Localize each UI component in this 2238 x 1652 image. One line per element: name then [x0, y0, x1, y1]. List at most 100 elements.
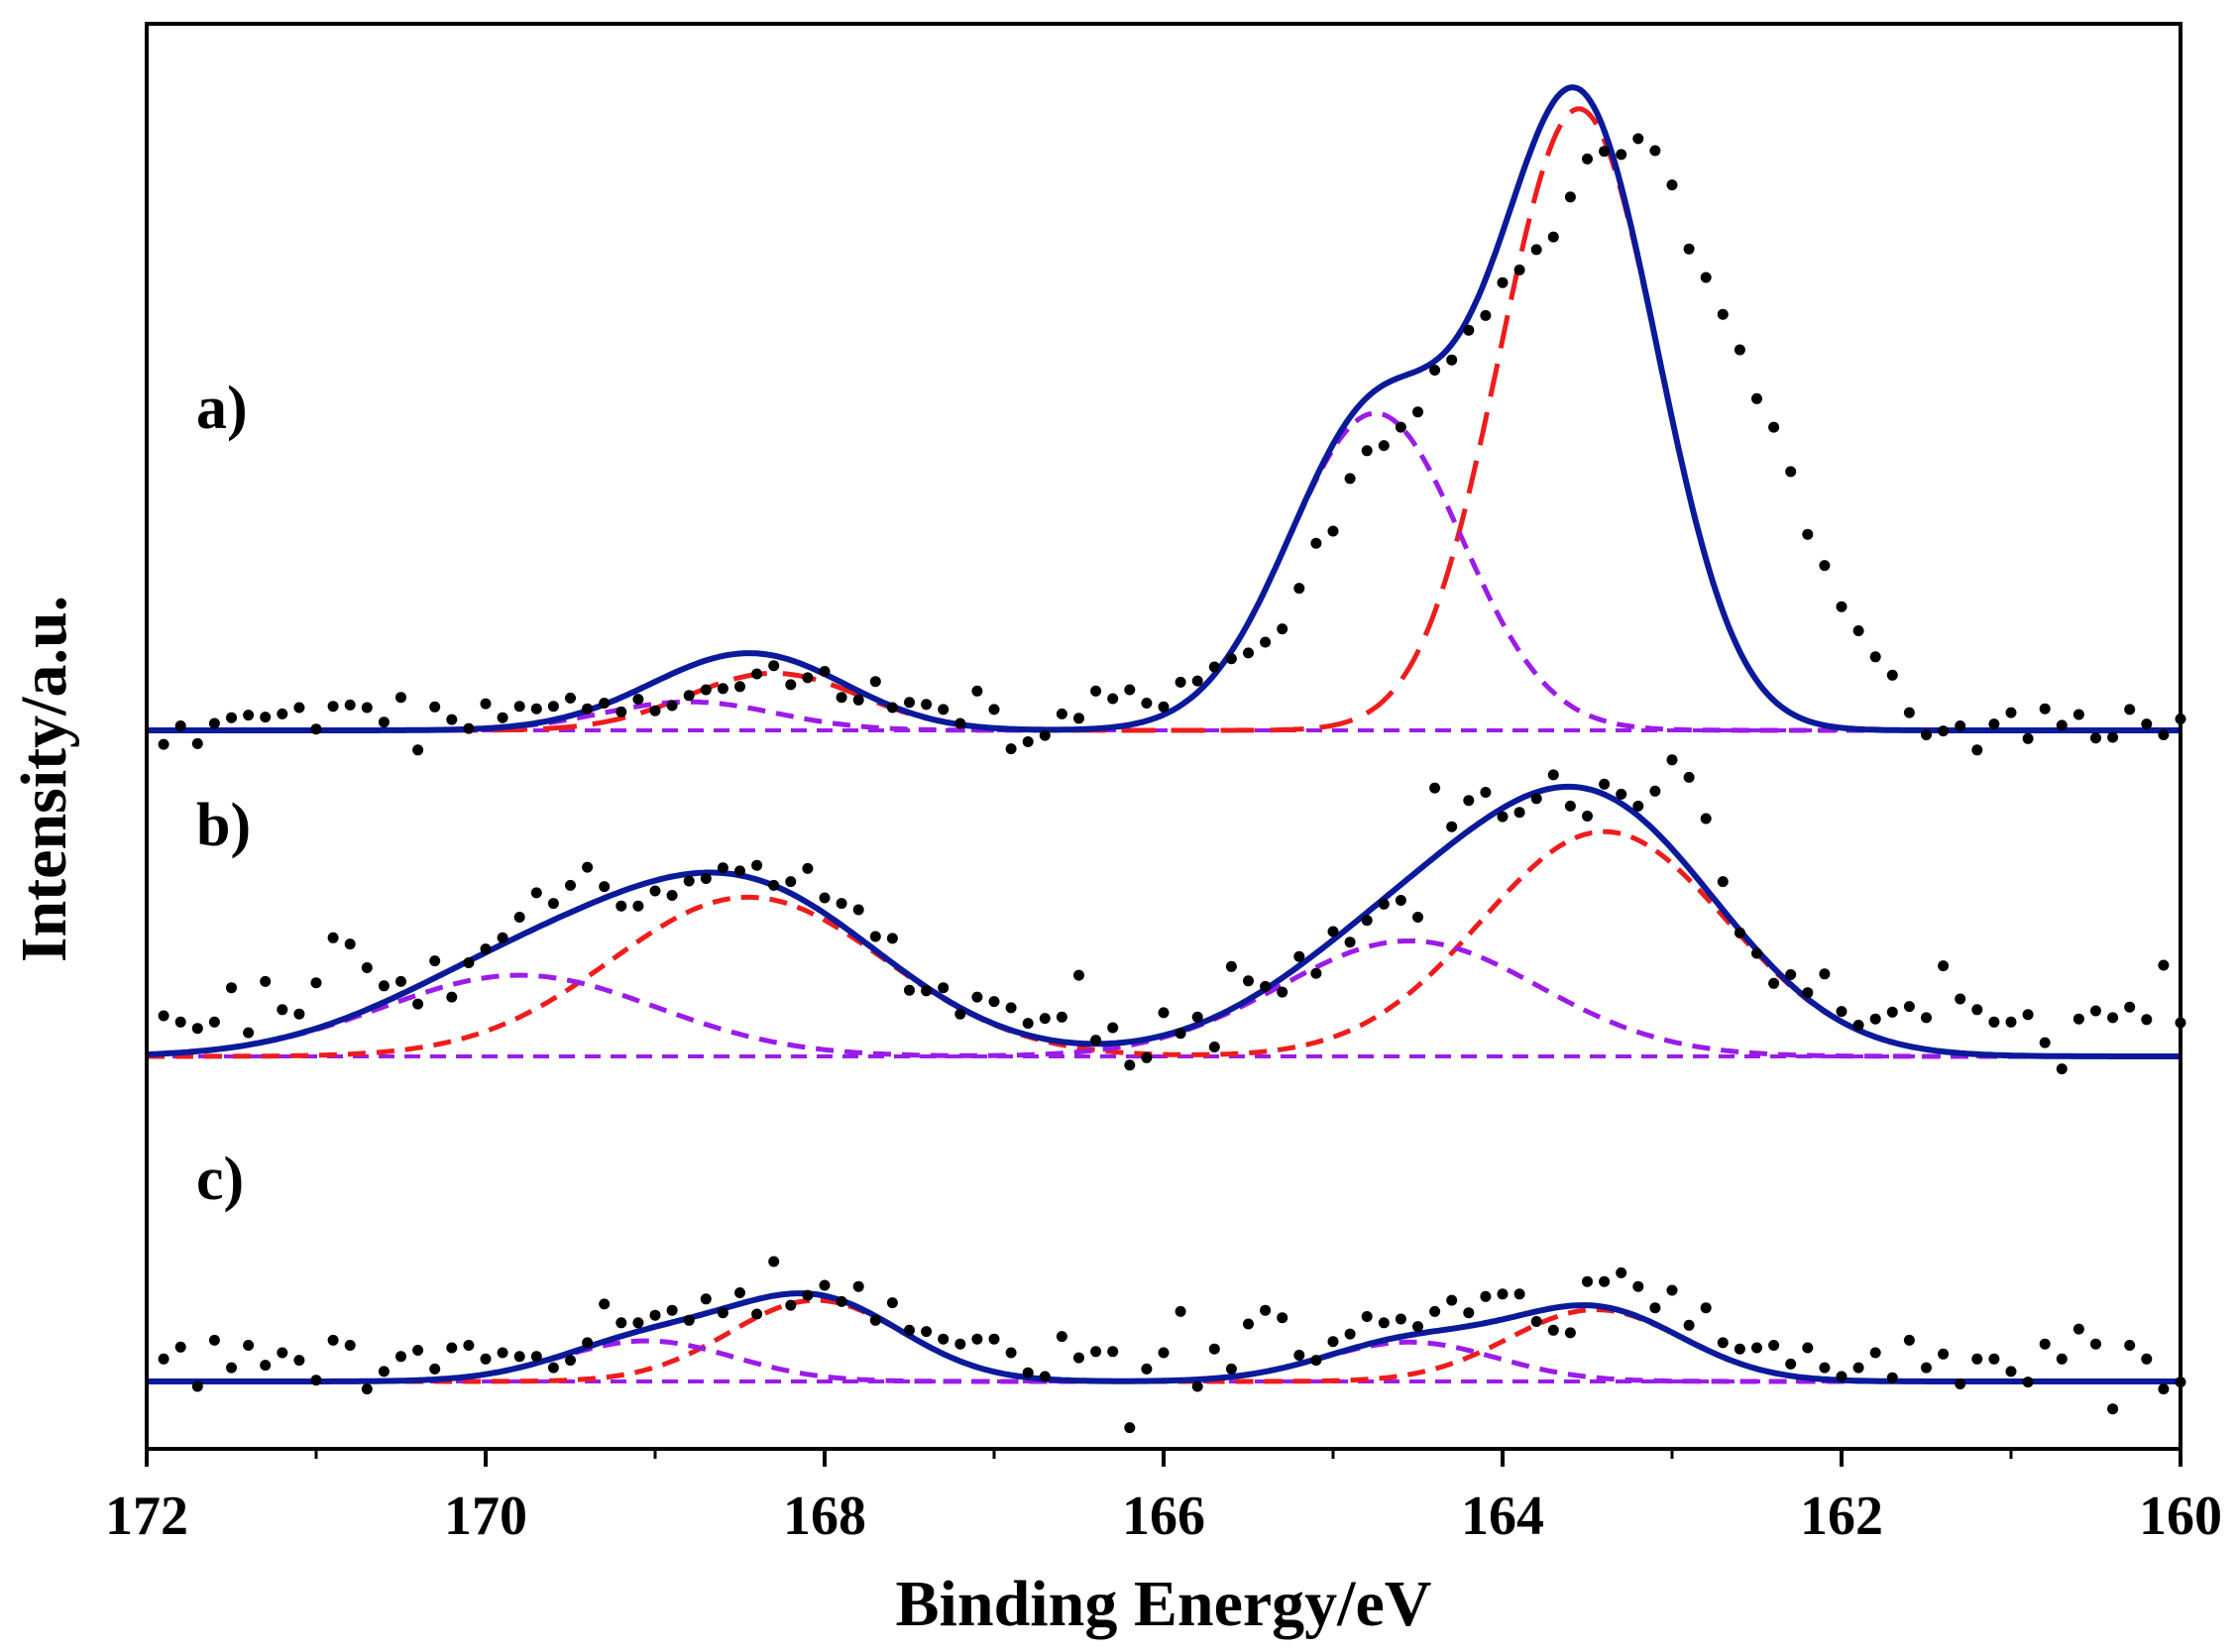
- data-point-c-39: [819, 1279, 831, 1291]
- data-point-a-97: [1802, 528, 1814, 540]
- data-point-b-3: [208, 1016, 220, 1028]
- data-point-c-11: [344, 1340, 356, 1351]
- data-point-b-28: [632, 900, 644, 912]
- data-point-b-25: [582, 861, 594, 873]
- data-point-c-2: [191, 1380, 203, 1392]
- data-point-a-58: [1141, 698, 1153, 709]
- data-point-b-30: [666, 890, 678, 901]
- data-point-c-69: [1327, 1336, 1339, 1348]
- data-points-layer: [158, 133, 2186, 1434]
- data-point-c-8: [293, 1355, 305, 1367]
- data-point-a-5: [243, 710, 255, 721]
- data-point-b-39: [819, 892, 831, 904]
- data-point-c-32: [700, 1293, 712, 1305]
- data-point-b-113: [2072, 1013, 2084, 1025]
- data-point-b-22: [530, 887, 542, 899]
- data-point-c-90: [1683, 1319, 1695, 1331]
- data-point-c-51: [1022, 1367, 1034, 1378]
- data-point-a-24: [565, 692, 576, 704]
- data-point-a-82: [1547, 231, 1559, 243]
- data-point-b-116: [2124, 1001, 2136, 1013]
- data-point-a-85: [1599, 146, 1611, 158]
- data-point-b-110: [2022, 1009, 2034, 1021]
- component-curve-a-2: [147, 410, 2181, 733]
- panel-label-a: a): [196, 375, 248, 442]
- data-point-c-112: [2056, 1353, 2068, 1365]
- data-point-b-38: [802, 862, 814, 874]
- data-point-b-52: [1039, 1013, 1051, 1025]
- data-point-c-62: [1208, 1343, 1220, 1355]
- data-point-a-106: [1955, 720, 1966, 731]
- data-point-b-59: [1158, 1007, 1170, 1019]
- data-point-a-11: [344, 699, 356, 711]
- x-tick-label-168: 168: [783, 1486, 866, 1547]
- data-point-c-15: [412, 1345, 424, 1356]
- data-point-c-73: [1395, 1313, 1406, 1325]
- data-point-b-81: [1530, 793, 1542, 805]
- data-point-c-55: [1090, 1346, 1102, 1358]
- data-point-c-111: [2039, 1338, 2051, 1350]
- data-point-c-33: [717, 1307, 728, 1319]
- data-point-b-91: [1700, 813, 1712, 825]
- data-point-a-110: [2022, 732, 2034, 744]
- data-point-a-37: [785, 679, 797, 691]
- data-point-c-45: [921, 1326, 933, 1338]
- data-point-c-44: [904, 1324, 915, 1336]
- data-point-c-31: [683, 1314, 695, 1326]
- data-point-b-40: [836, 898, 847, 910]
- data-point-c-19: [480, 1353, 492, 1365]
- data-point-b-117: [2141, 1014, 2153, 1026]
- data-point-b-102: [1886, 1006, 1898, 1018]
- data-point-a-98: [1819, 560, 1831, 572]
- component-curve-b-1: [147, 828, 2181, 1059]
- data-point-a-50: [1005, 743, 1017, 755]
- data-point-b-35: [751, 859, 763, 871]
- data-point-b-5: [243, 1027, 255, 1039]
- data-point-c-76: [1446, 1294, 1458, 1306]
- data-point-a-0: [158, 738, 169, 750]
- data-point-a-2: [191, 737, 203, 749]
- data-point-c-68: [1310, 1355, 1322, 1367]
- data-point-a-86: [1616, 149, 1627, 161]
- data-point-c-24: [565, 1355, 576, 1367]
- data-point-c-23: [547, 1362, 559, 1374]
- x-tick-label-160: 160: [2139, 1486, 2222, 1547]
- data-point-c-14: [395, 1351, 406, 1363]
- data-point-a-75: [1429, 365, 1441, 376]
- data-point-a-26: [599, 698, 611, 709]
- data-point-a-77: [1463, 324, 1475, 336]
- data-point-a-40: [836, 692, 847, 704]
- data-point-a-78: [1480, 309, 1492, 321]
- data-point-b-29: [649, 885, 661, 897]
- data-point-c-91: [1700, 1302, 1712, 1314]
- data-point-b-107: [1971, 1004, 1983, 1016]
- data-point-a-12: [361, 702, 373, 714]
- data-point-a-56: [1107, 693, 1119, 705]
- data-point-a-105: [1938, 725, 1950, 737]
- data-point-b-36: [768, 879, 780, 891]
- data-point-a-52: [1039, 729, 1051, 741]
- data-point-c-114: [2090, 1338, 2101, 1350]
- data-point-b-70: [1344, 936, 1356, 948]
- data-point-c-18: [463, 1340, 475, 1351]
- data-point-a-90: [1683, 243, 1695, 255]
- data-point-a-84: [1582, 153, 1593, 165]
- x-tick-label-166: 166: [1122, 1486, 1205, 1547]
- data-point-b-54: [1073, 969, 1084, 981]
- data-point-c-81: [1530, 1316, 1542, 1327]
- data-point-a-111: [2039, 703, 2051, 715]
- data-point-c-63: [1225, 1363, 1237, 1375]
- data-point-b-43: [886, 933, 898, 944]
- data-point-b-18: [463, 957, 475, 968]
- data-point-a-47: [954, 717, 966, 729]
- data-point-a-108: [1988, 718, 2000, 730]
- data-point-a-96: [1785, 466, 1797, 478]
- x-tick-label-172: 172: [105, 1486, 188, 1547]
- curves-layer: [146, 84, 2181, 1384]
- data-point-b-1: [174, 1016, 186, 1028]
- data-point-a-62: [1208, 661, 1220, 673]
- data-point-c-37: [785, 1299, 797, 1311]
- data-point-b-12: [361, 962, 373, 973]
- data-point-a-112: [2056, 719, 2068, 731]
- data-point-c-92: [1717, 1337, 1729, 1349]
